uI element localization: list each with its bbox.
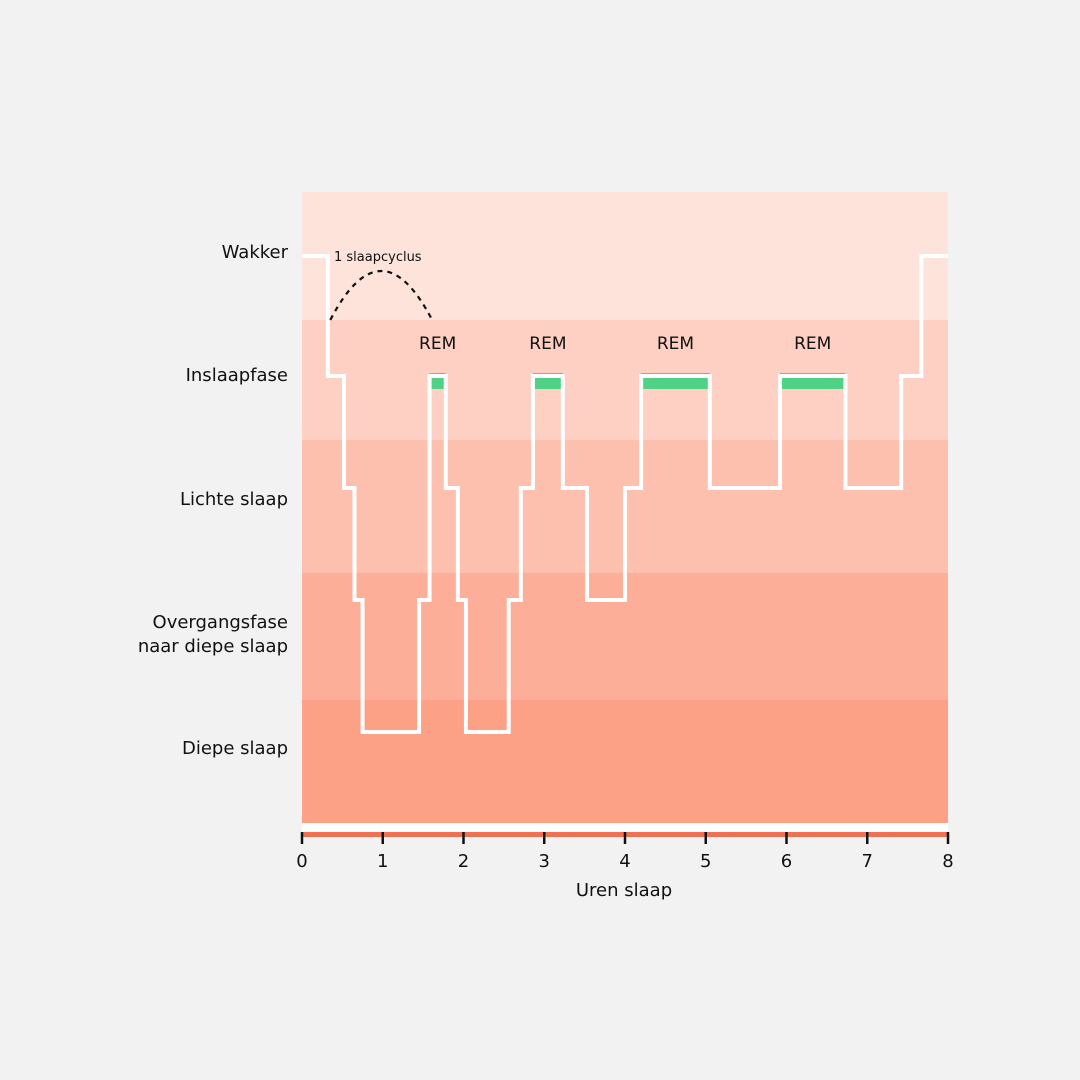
sleep-cycle-annotation: 1 slaapcyclus [329,250,434,321]
x-tick-label-8: 8 [942,851,953,872]
band-wakker [302,192,948,320]
band-inslaap [302,320,948,440]
rem-periods: REM REM REM REM [419,334,846,389]
rem-label-4: REM [794,334,831,354]
x-tick-label-3: 3 [539,851,550,872]
x-tick-label-6: 6 [781,851,792,872]
rem-label-1: REM [419,334,456,354]
axis-gap [302,823,948,832]
x-tick-label-7: 7 [862,851,873,872]
rem-label-3: REM [657,334,694,354]
band-diep [302,700,948,823]
rem-label-2: REM [529,334,566,354]
stage-label-overgang: Overgangsfase naar diepe slaap [138,612,288,657]
x-axis-title: Uren slaap [576,880,672,901]
x-tick-label-0: 0 [296,851,307,872]
x-tick-label-2: 2 [458,851,469,872]
x-axis: 0 1 2 3 4 5 6 7 8 [296,823,954,872]
x-tick-label-4: 4 [619,851,630,872]
hypnogram-line [302,254,948,734]
x-tick-label-1: 1 [377,851,388,872]
cycle-label: 1 slaapcyclus [334,250,422,265]
x-tick-label-5: 5 [700,851,711,872]
stage-label-diep: Diepe slaap [182,738,288,759]
cycle-arc [329,269,434,321]
stage-label-wakker: Wakker [222,242,289,263]
stage-label-inslaap: Inslaapfase [186,365,288,386]
hypnogram-line-group [302,254,948,734]
stage-label-licht: Lichte slaap [180,489,288,510]
stage-labels: Wakker Inslaapfase Lichte slaap Overgangsfa… [138,242,289,759]
